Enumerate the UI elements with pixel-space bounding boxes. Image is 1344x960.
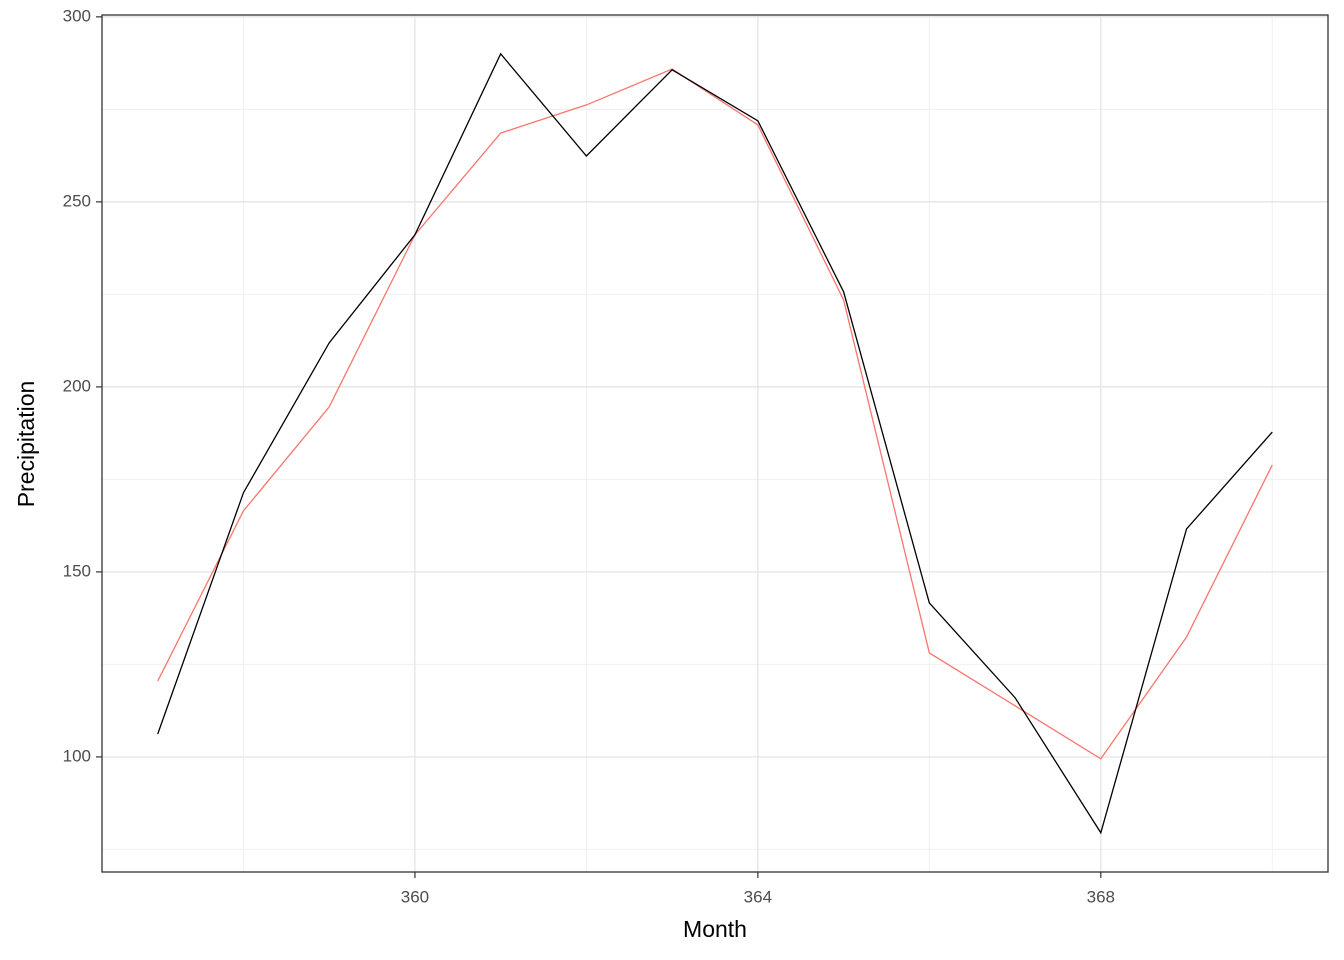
series-line [157,52,1273,835]
y-tick-label: 150 [63,561,91,580]
y-tick-label: 300 [63,6,91,25]
y-axis-title: Precipitation [13,381,39,508]
x-axis-title: Month [683,916,747,942]
x-tick-label: 360 [401,887,429,906]
x-tick-label: 368 [1087,887,1115,906]
y-tick-label: 250 [63,191,91,210]
panel-border [101,14,1329,873]
y-tick-label: 100 [63,746,91,765]
series-line [157,68,1273,760]
y-tick-label: 200 [63,376,91,395]
x-tick-label: 364 [744,887,772,906]
